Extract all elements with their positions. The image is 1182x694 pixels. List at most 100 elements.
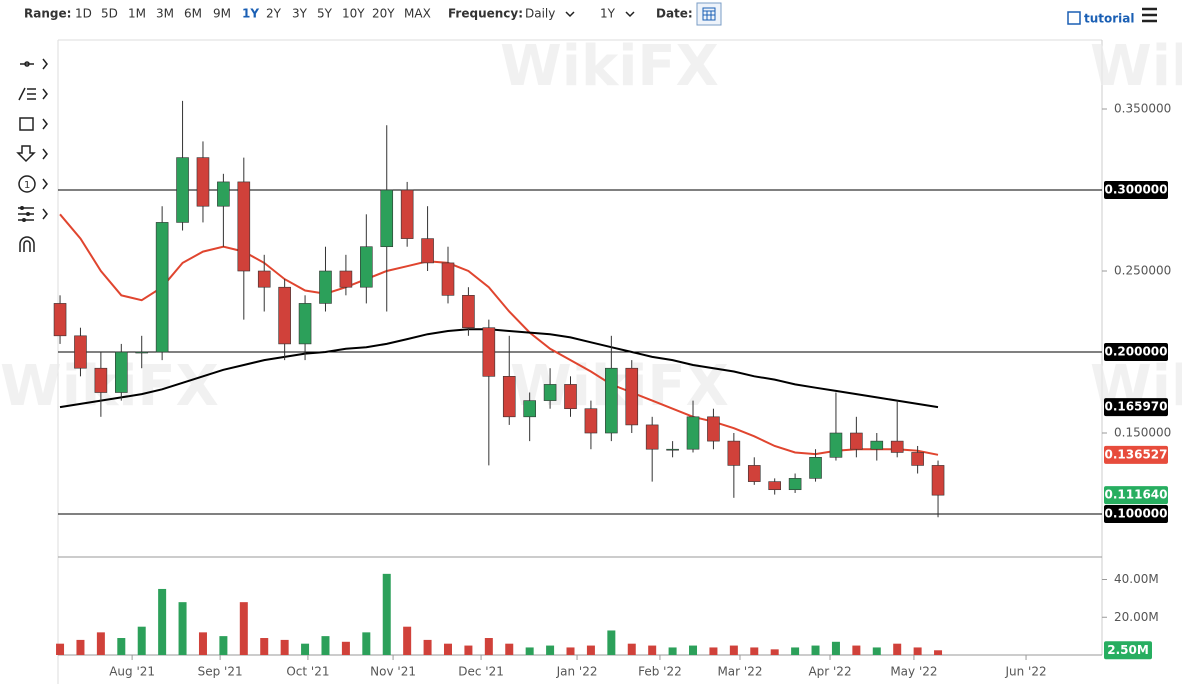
candle-body: [747, 465, 761, 482]
candle-body: [400, 189, 414, 239]
candle-body: [380, 189, 394, 248]
range-button[interactable]: 10Y: [342, 7, 365, 21]
candle-body: [850, 432, 863, 450]
range-button[interactable]: 3Y: [292, 7, 308, 21]
candle-body: [911, 452, 924, 466]
range-button[interactable]: MAX: [404, 7, 431, 21]
volume-bar: [484, 638, 493, 655]
period-chevron[interactable]: [625, 11, 635, 18]
candle-body: [94, 367, 108, 393]
volume-bar: [607, 630, 616, 655]
price-box: [1104, 486, 1168, 505]
range-button[interactable]: 3M: [156, 7, 174, 21]
volume-bar: [96, 632, 105, 655]
range-button[interactable]: 20Y: [372, 7, 395, 21]
tool-magnet[interactable]: [19, 236, 35, 252]
price-box: [1104, 398, 1168, 417]
volume-tick-label: 40.00M: [1114, 572, 1159, 586]
volume-bar: [627, 643, 636, 655]
candle-body: [931, 465, 945, 496]
candle-body: [686, 416, 700, 450]
price-box-label: 0.100000: [1104, 507, 1167, 521]
candle-body: [237, 181, 251, 272]
x-tick-label: Aug '21: [109, 665, 155, 679]
period-select[interactable]: 1Y: [600, 7, 616, 21]
drawing-tools: 1: [16, 58, 48, 252]
tool-shapes[interactable]: [19, 117, 48, 131]
candle-body: [278, 286, 291, 345]
watermark: WikiFX: [0, 354, 219, 419]
volume-bar: [893, 643, 902, 655]
range-button[interactable]: 1Y: [242, 7, 259, 21]
date-label: Date:: [656, 7, 693, 21]
calendar-button[interactable]: [696, 2, 722, 26]
candle-body: [890, 440, 904, 453]
candle-body: [217, 181, 230, 207]
range-button[interactable]: 2Y: [266, 7, 282, 21]
svg-text:1: 1: [24, 180, 30, 191]
x-tick-label: Nov '21: [370, 665, 416, 679]
candle-body: [339, 270, 353, 288]
x-tick-label: Jun '22: [1004, 665, 1046, 679]
moving-average: [59, 213, 939, 456]
tool-annotation[interactable]: 1: [18, 175, 48, 193]
candle-body: [360, 246, 373, 288]
frequency-label: Frequency:: [448, 7, 523, 21]
volume-bar: [321, 636, 330, 655]
volume-bar: [934, 650, 943, 655]
price-box-label: 0.300000: [1104, 183, 1167, 197]
range-button[interactable]: 6M: [184, 7, 202, 21]
volume-box: [1104, 641, 1152, 660]
range-button[interactable]: 5Y: [317, 7, 333, 21]
candle-body: [584, 408, 598, 434]
candle-body: [788, 478, 802, 491]
volume-bar: [76, 639, 85, 655]
frequency-chevron[interactable]: [565, 11, 575, 18]
candle-body: [176, 157, 189, 223]
candle-body: [502, 376, 516, 418]
menu-button[interactable]: [1142, 7, 1157, 23]
volume-bar: [852, 645, 861, 655]
volume-bar: [689, 645, 698, 655]
volume-bar: [301, 643, 310, 655]
volume-bar: [341, 641, 350, 655]
volume-bar: [668, 647, 677, 655]
moving-average: [59, 328, 939, 409]
volume-bar: [525, 647, 534, 655]
candle-body: [421, 238, 434, 264]
range-button[interactable]: 9M: [213, 7, 231, 21]
tool-crosshair[interactable]: [20, 58, 48, 70]
tool-indicators[interactable]: [18, 206, 48, 222]
volume-bar: [729, 645, 738, 655]
tutorial-link[interactable]: tutorial: [1084, 12, 1135, 26]
volume-bar: [260, 638, 269, 655]
price-box: [1104, 343, 1168, 362]
candle-body: [768, 481, 781, 491]
frequency-select[interactable]: Daily: [525, 7, 555, 21]
candle-body: [135, 351, 149, 354]
volume-bar: [872, 647, 881, 655]
x-tick-label: Apr '22: [808, 665, 851, 679]
volume-bar: [198, 632, 207, 655]
volume-bar: [362, 632, 371, 655]
tool-lines[interactable]: [18, 87, 48, 101]
candle-body: [543, 384, 557, 401]
x-tick-label: Oct '21: [286, 665, 329, 679]
y-tick-label: 0.350000: [1114, 102, 1171, 116]
range-button[interactable]: 1M: [128, 7, 146, 21]
candle-body: [482, 327, 496, 377]
candle-body: [666, 448, 679, 451]
volume-bar: [117, 638, 126, 655]
candle-body: [707, 416, 720, 442]
volume-bar: [750, 647, 759, 655]
candle-body: [564, 384, 577, 410]
range-button[interactable]: 5D: [101, 7, 118, 21]
volume-bar: [566, 647, 575, 655]
tool-arrow[interactable]: [16, 145, 48, 163]
price-box: [1104, 445, 1168, 464]
candle-body: [625, 367, 639, 426]
candle-body: [645, 424, 659, 450]
range-button[interactable]: 1D: [75, 7, 92, 21]
